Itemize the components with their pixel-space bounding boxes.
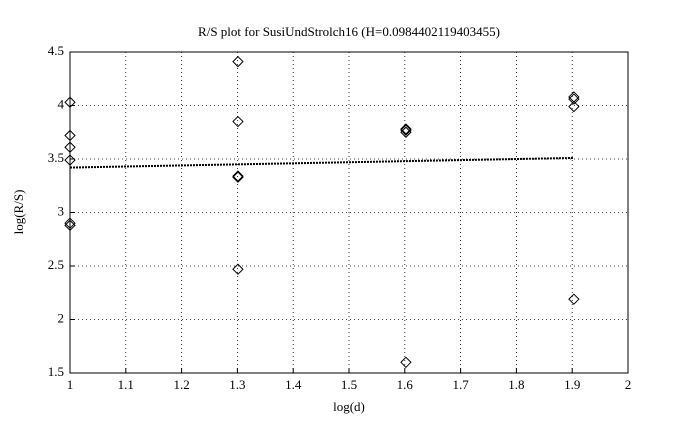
x-tick-label: 2 — [625, 377, 632, 392]
x-tick-label: 1.7 — [452, 377, 469, 392]
y-tick-label: 4 — [58, 96, 65, 111]
x-tick-label: 1.2 — [173, 377, 189, 392]
data-point — [232, 263, 244, 275]
data-point — [232, 55, 244, 68]
x-tick-label: 1.5 — [341, 377, 357, 392]
data-point — [400, 124, 412, 136]
x-tick-label: 1.1 — [118, 377, 134, 392]
data-point — [64, 219, 76, 232]
x-tick-label: 1.6 — [397, 377, 414, 392]
x-tick-label: 1.8 — [508, 377, 524, 392]
data-point — [64, 217, 76, 229]
data-point — [64, 154, 76, 166]
data-point — [64, 96, 76, 108]
y-tick-label: 3.5 — [48, 150, 64, 165]
data-point — [568, 293, 580, 305]
y-tick-label: 2 — [58, 310, 65, 325]
x-tick-label: 1.9 — [564, 377, 580, 392]
y-tick-label: 3 — [58, 203, 65, 218]
plot-frame — [69, 51, 629, 374]
data-point — [400, 356, 412, 369]
data-point — [64, 129, 76, 142]
x-axis-label: log(d) — [333, 399, 365, 414]
data-point — [568, 100, 580, 113]
data-point — [232, 170, 244, 182]
x-tick-label: 1.3 — [229, 377, 245, 392]
x-tick-label: 1 — [67, 377, 74, 392]
data-point — [232, 171, 244, 183]
chart-title: R/S plot for SusiUndStrolch16 (H=0.09844… — [198, 24, 500, 39]
y-tick-label: 4.5 — [48, 43, 64, 58]
y-axis-label: log(R/S) — [11, 190, 26, 235]
data-point — [400, 123, 412, 135]
data-point — [568, 93, 580, 105]
data-point — [64, 141, 76, 153]
y-tick-label: 2.5 — [48, 257, 64, 272]
y-tick-label: 1.5 — [48, 364, 64, 379]
x-tick-label: 1.4 — [285, 377, 302, 392]
data-point — [232, 115, 244, 128]
data-point — [400, 126, 412, 138]
